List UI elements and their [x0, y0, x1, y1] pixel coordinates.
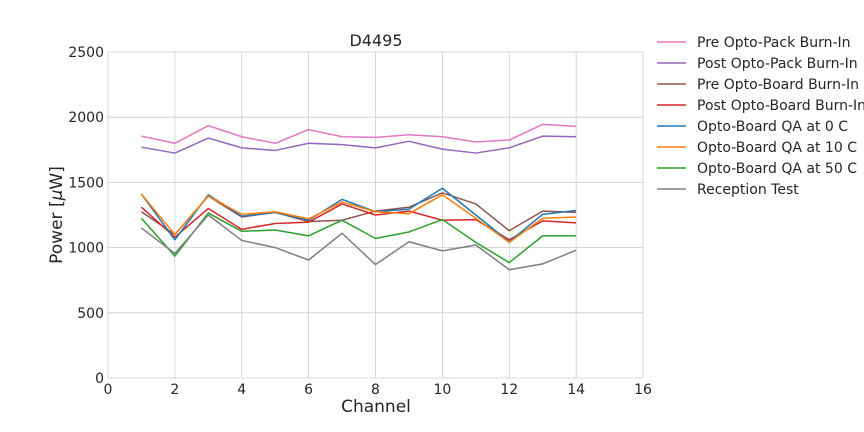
x-tick-label: 14	[567, 382, 585, 398]
series-line-1	[141, 123, 577, 145]
chart-title: D4495	[349, 31, 402, 50]
x-tick-label: 6	[304, 382, 313, 398]
y-tick-label: 1000	[68, 241, 104, 257]
y-axis-label-prefix: Power [	[47, 200, 67, 263]
y-axis-label: Power [μW]	[47, 166, 67, 264]
legend-label: Pre Opto-Board Burn-In	[697, 77, 859, 93]
legend-label: Reception Test	[697, 182, 799, 198]
legend: Pre Opto-Pack Burn-In Post Opto-Pack Burn…	[657, 35, 864, 198]
series-line-4	[140, 203, 577, 241]
legend-label: Opto-Board QA at 0 C	[697, 119, 848, 135]
x-tick-label: 10	[433, 382, 451, 398]
y-axis-label-symbol: μ	[47, 189, 67, 201]
legend-label: Pre Opto-Pack Burn-In	[697, 35, 851, 51]
x-tick-label: 2	[170, 382, 179, 398]
series-line-7	[140, 212, 577, 264]
legend-label: Opto-Board QA at 50 C	[697, 161, 857, 177]
series-line-2	[141, 135, 577, 154]
y-tick-label: 0	[95, 371, 104, 387]
y-tick-label: 2500	[68, 45, 104, 61]
y-tick-labels: 0 500 1000 1500 2000 2500	[68, 45, 104, 387]
series-line-8	[140, 214, 577, 271]
x-axis-label: Channel	[341, 397, 411, 417]
legend-label: Opto-Board QA at 10 C	[697, 140, 857, 156]
x-tick-label: 16	[634, 382, 652, 398]
x-tick-labels: 0 2 4 6 8 10 12 14 16	[104, 382, 652, 398]
y-tick-label: 1500	[68, 175, 104, 191]
legend-label: Post Opto-Board Burn-In	[697, 98, 864, 114]
grid	[107, 51, 644, 379]
series-line-6	[140, 193, 577, 244]
series-lines	[140, 123, 577, 271]
y-tick-label: 500	[77, 306, 104, 322]
x-tick-label: 0	[104, 382, 113, 398]
y-tick-label: 2000	[68, 110, 104, 126]
x-tick-label: 12	[500, 382, 518, 398]
legend-label: Post Opto-Pack Burn-In	[697, 56, 858, 72]
x-tick-label: 4	[237, 382, 246, 398]
y-axis-label-unit: W]	[47, 166, 67, 189]
x-tick-label: 8	[371, 382, 380, 398]
